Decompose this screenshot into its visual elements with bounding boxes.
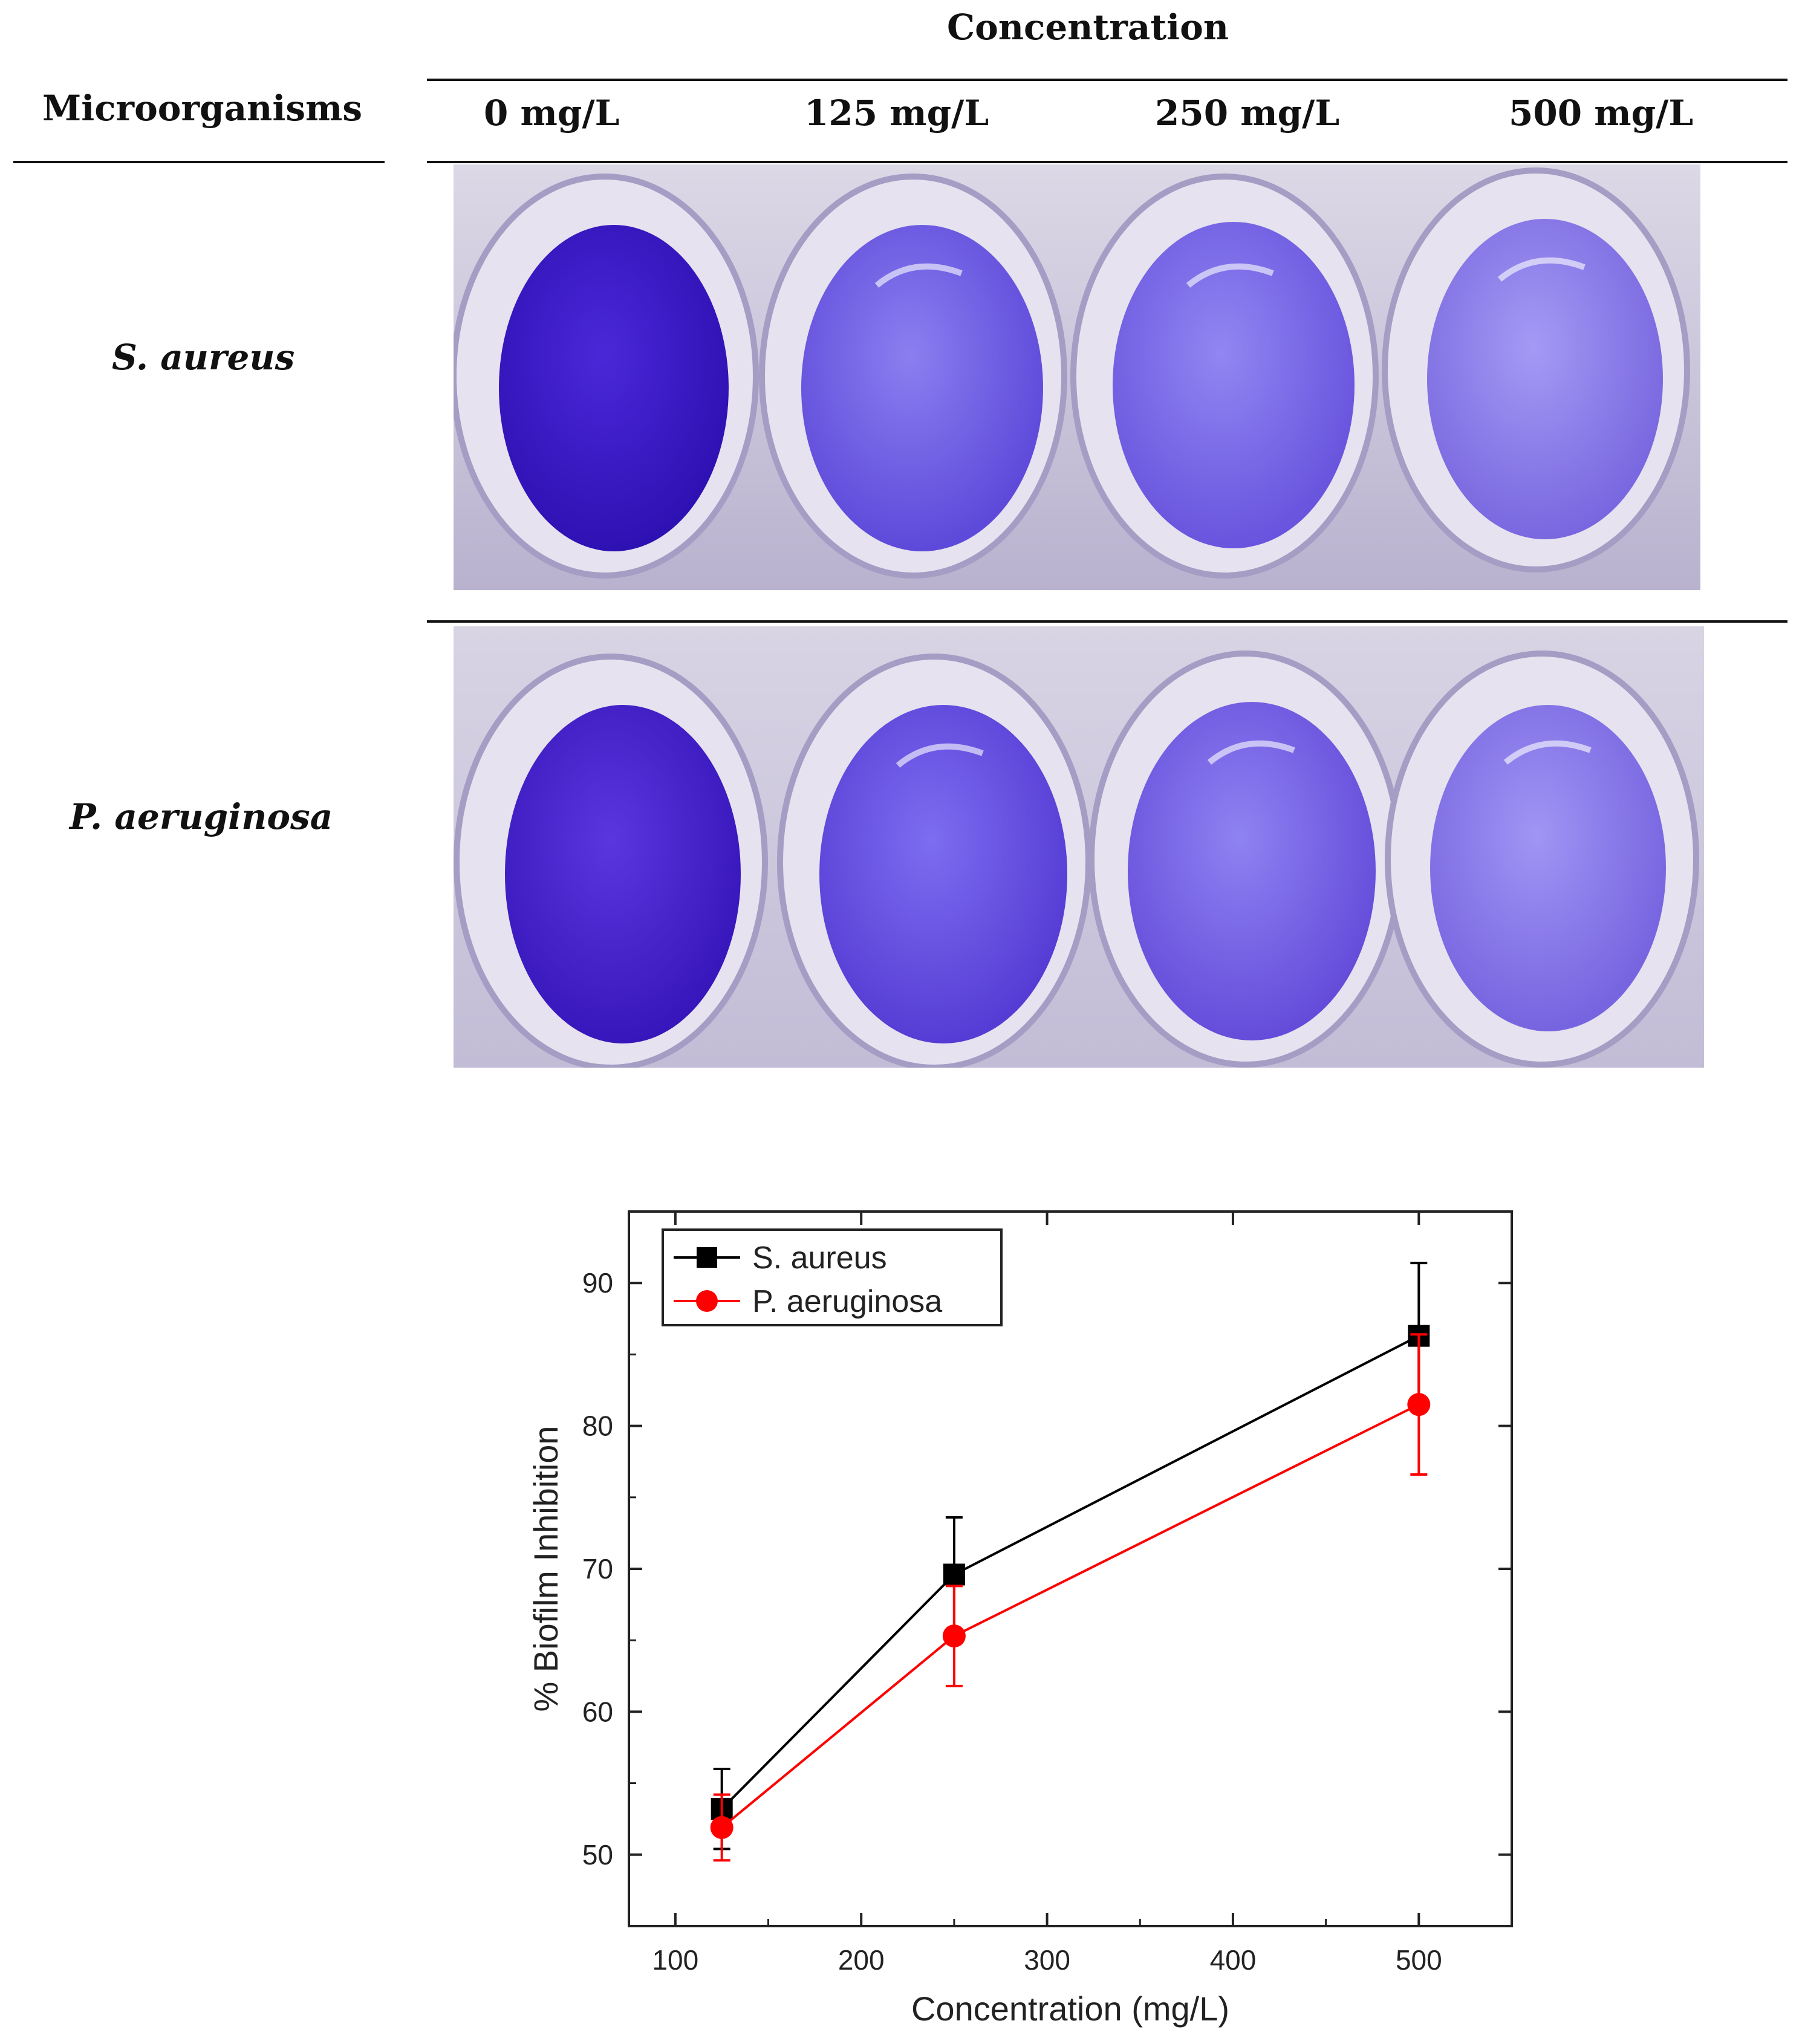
row-label-p-aeruginosa: P. aeruginosa [70, 796, 333, 837]
x-tick-label: 500 [1396, 1944, 1442, 1976]
series-line [721, 1403, 1420, 1829]
row-label-s-aureus: S. aureus [112, 337, 295, 378]
concentration-header: Concentration [947, 7, 1229, 48]
plate-photo-s-aureus [454, 164, 1700, 590]
legend-label: S. aureus [752, 1241, 887, 1276]
reflection [1503, 740, 1592, 765]
legend-box [662, 1228, 1003, 1326]
y-tick-label: 80 [582, 1410, 613, 1442]
legend-marker [697, 1247, 717, 1268]
header-rule-top [427, 79, 1787, 81]
well-liquid [1427, 219, 1663, 539]
legend-marker [696, 1290, 718, 1312]
well-liquid [819, 705, 1067, 1043]
y-tick-label: 70 [582, 1553, 613, 1585]
x-tick-label: 200 [838, 1944, 885, 1976]
well-liquid [499, 225, 729, 551]
x-tick-label: 300 [1024, 1944, 1070, 1976]
microorganisms-header: Microorganisms [42, 88, 363, 129]
y-axis-label: % Biofilm Inhibition [527, 1426, 565, 1711]
well-liquid [1128, 702, 1376, 1040]
well-liquid [1430, 705, 1666, 1031]
reflection [1207, 740, 1295, 765]
biofilm-inhibition-chart: 100 200 300 400 500 50 60 70 80 90 Concentration (… [527, 1210, 1513, 2028]
reflection [874, 263, 963, 288]
header-rule-right [427, 161, 1787, 163]
data-point [710, 1815, 733, 1839]
column-header-0: 0 mg/L [484, 92, 620, 134]
data-point [942, 1624, 966, 1648]
header-rule-left [13, 161, 385, 163]
legend-label: P. aeruginosa [752, 1284, 942, 1319]
y-tick-label: 60 [582, 1696, 613, 1727]
row-divider [427, 620, 1787, 623]
x-tick-label: 400 [1210, 1944, 1257, 1976]
reflection [1497, 257, 1586, 282]
data-point [943, 1563, 965, 1586]
column-header-500: 500 mg/L [1509, 92, 1694, 134]
x-tick-label: 100 [652, 1944, 698, 1976]
well-liquid [1113, 222, 1355, 548]
reflection [1186, 263, 1274, 288]
x-axis-label: Concentration (mg/L) [911, 1990, 1229, 2028]
well-liquid [801, 225, 1043, 551]
data-point [1407, 1393, 1431, 1416]
reflection [896, 743, 984, 768]
y-tick-label: 50 [582, 1839, 613, 1870]
column-header-125: 125 mg/L [804, 92, 989, 134]
well-liquid [505, 705, 741, 1043]
y-tick-label: 90 [582, 1267, 613, 1299]
plate-photo-p-aeruginosa [454, 626, 1704, 1068]
series-line [721, 1334, 1420, 1810]
column-header-250: 250 mg/L [1155, 92, 1340, 134]
